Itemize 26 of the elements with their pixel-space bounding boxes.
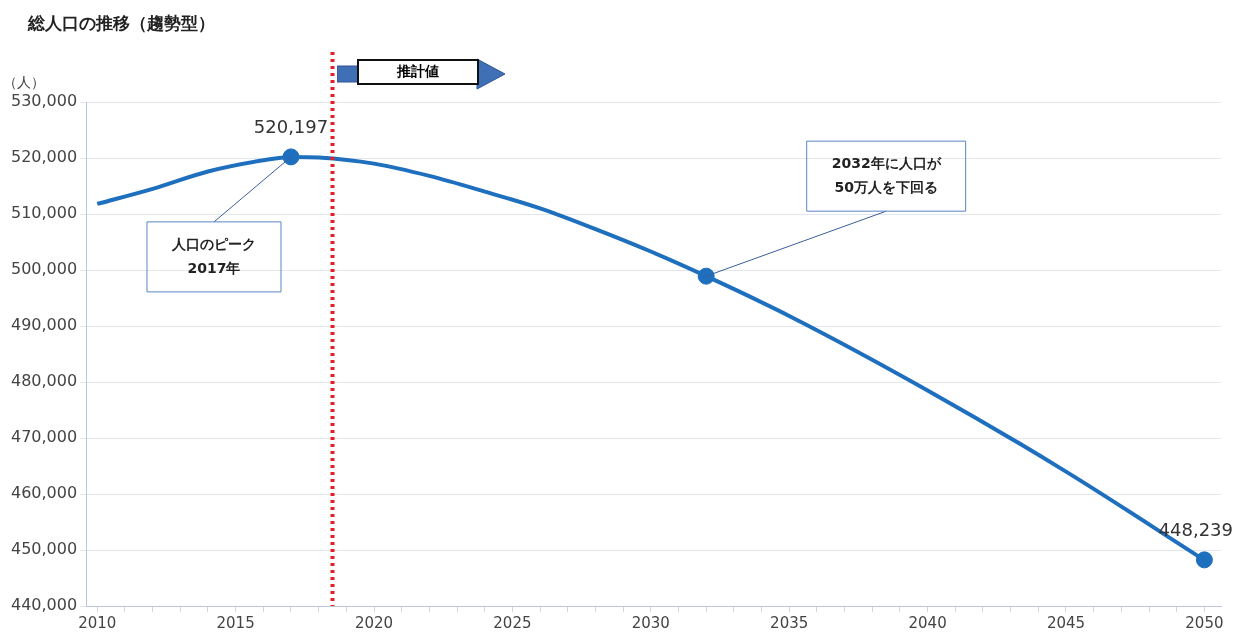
data-label: 448,239	[1158, 518, 1233, 540]
text: 推計値	[356, 59, 479, 85]
x-tick-label: 2015	[216, 613, 255, 632]
annotation: 2032年に人口が 50万人を下回る	[831, 154, 942, 195]
y-tick-label: 450,000	[10, 539, 78, 559]
chart-title: 総人口の推移（趨勢型）	[28, 12, 215, 35]
y-tick-label: 470,000	[10, 427, 78, 447]
x-tick-label: 2030	[631, 613, 670, 632]
y-tick-label: 440,000	[10, 595, 78, 615]
y-tick-label: 510,000	[10, 203, 78, 223]
y-tick-label: 490,000	[10, 315, 78, 335]
x-tick-label: 2040	[908, 613, 947, 632]
y-tick-label: 500,000	[10, 259, 78, 279]
annotation: 人口のピーク 2017年	[170, 235, 256, 276]
x-tick-label: 2045	[1046, 613, 1086, 632]
x-tick-label: 2025	[493, 613, 532, 632]
y-tick-label: 530,000	[10, 91, 78, 111]
y-axis-title: （人）	[3, 73, 46, 90]
y-tick-label: 460,000	[10, 483, 78, 503]
y-tick-label: 520,000	[10, 147, 78, 167]
y-tick-label: 480,000	[10, 371, 78, 391]
x-tick-label: 2010	[78, 613, 117, 632]
x-tick-label: 2020	[354, 613, 394, 632]
x-tick-label: 2035	[770, 613, 809, 632]
data-label: 520,197	[253, 115, 329, 137]
x-tick-label: 2050	[1185, 613, 1224, 632]
